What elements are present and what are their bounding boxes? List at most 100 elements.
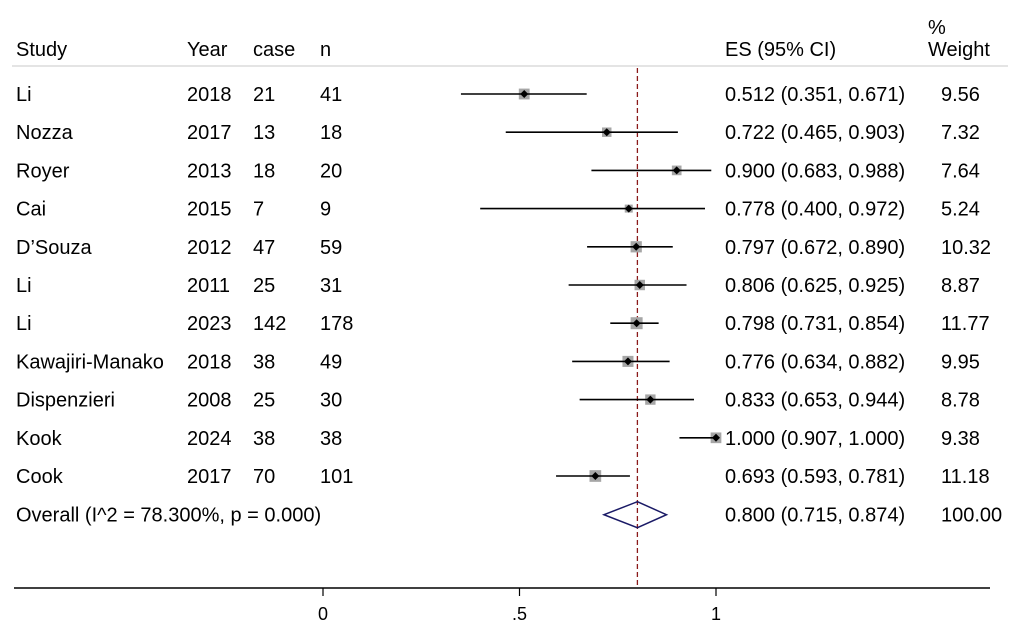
header-n: n <box>320 39 331 61</box>
study-case: 25 <box>253 275 275 297</box>
study-year: 2017 <box>187 466 232 488</box>
point-estimate <box>635 281 644 289</box>
study-case: 47 <box>253 237 275 259</box>
header-weight-percent: % <box>928 17 946 39</box>
study-weight: 8.78 <box>941 390 980 412</box>
point-estimate <box>632 319 641 328</box>
study-weight: 11.18 <box>941 466 990 488</box>
study-weight: 9.95 <box>941 351 980 373</box>
study-case: 38 <box>253 351 275 373</box>
study-name: Cook <box>16 466 64 488</box>
study-name: Kawajiri-Manako <box>16 351 164 373</box>
study-year: 2024 <box>187 428 232 450</box>
study-n: 18 <box>320 122 342 144</box>
study-weight: 7.32 <box>941 122 980 144</box>
point-estimate <box>602 128 611 137</box>
header-year: Year <box>187 39 228 61</box>
column-headers: Study Year case n ES (95% CI) % Weight <box>16 17 990 61</box>
point-estimate <box>623 357 632 366</box>
study-case: 38 <box>253 428 275 450</box>
study-year: 2012 <box>187 237 232 259</box>
study-case: 25 <box>253 390 275 412</box>
study-es-ci: 0.778 (0.400, 0.972) <box>725 199 905 221</box>
study-name: Li <box>16 275 32 297</box>
study-n: 178 <box>320 313 353 335</box>
study-weight: 9.56 <box>941 84 980 106</box>
x-axis: 0.5 1 <box>14 587 990 624</box>
study-row: Cook 2017 70 101 0.693 (0.593, 0.781) 11.18 <box>16 466 990 488</box>
study-year: 2018 <box>187 351 232 373</box>
study-row: D’Souza 2012 47 59 0.797 (0.672, 0.890) 10.32 <box>16 237 991 259</box>
overall-weight: 100.00 <box>941 505 1002 527</box>
overall-row: Overall (I^2 = 78.300%, p = 0.000) 0.800 … <box>16 500 1002 529</box>
study-row: Royer 2013 18 20 0.900 (0.683, 0.988) 7.64 <box>16 160 980 182</box>
study-n: 59 <box>320 237 342 259</box>
study-year: 2015 <box>187 199 232 221</box>
study-weight: 8.87 <box>941 275 980 297</box>
point-estimate <box>520 90 529 98</box>
study-year: 2018 <box>187 84 232 106</box>
study-es-ci: 0.693 (0.593, 0.781) <box>725 466 905 488</box>
study-year: 2017 <box>187 122 232 144</box>
point-estimate <box>646 395 655 404</box>
study-year: 2023 <box>187 313 232 335</box>
study-row: Dispenzieri 2008 25 30 0.833 (0.653, 0.944) 8… <box>16 390 980 412</box>
study-name: Li <box>16 313 32 335</box>
study-case: 7 <box>253 199 264 221</box>
study-case: 142 <box>253 313 286 335</box>
study-n: 41 <box>320 84 342 106</box>
study-weight: 7.64 <box>941 160 980 182</box>
point-estimate <box>712 433 720 442</box>
header-es: ES (95% CI) <box>725 39 836 61</box>
study-weight: 11.77 <box>941 313 990 335</box>
point-estimate <box>632 242 641 251</box>
study-weight: 10.32 <box>941 237 991 259</box>
study-es-ci: 0.776 (0.634, 0.882) <box>725 351 905 373</box>
study-n: 49 <box>320 351 342 373</box>
study-row: Li 2018 21 41 0.512 (0.351, 0.671) 9.56 <box>16 84 980 106</box>
study-case: 70 <box>253 466 275 488</box>
study-name: D’Souza <box>16 237 92 259</box>
overall-label: Overall (I^2 = 78.300%, p = 0.000) <box>16 505 321 527</box>
study-n: 9 <box>320 199 331 221</box>
study-n: 101 <box>320 466 353 488</box>
study-name: Cai <box>16 199 46 221</box>
point-estimate <box>672 166 681 175</box>
study-es-ci: 0.797 (0.672, 0.890) <box>725 237 905 259</box>
axis-tick-label: 0 <box>318 604 328 624</box>
study-es-ci: 0.798 (0.731, 0.854) <box>725 313 905 335</box>
overall-diamond <box>601 500 669 529</box>
study-es-ci: 0.833 (0.653, 0.944) <box>725 390 905 412</box>
study-n: 20 <box>320 160 342 182</box>
header-weight: Weight <box>928 39 990 61</box>
study-case: 13 <box>253 122 275 144</box>
study-es-ci: 0.806 (0.625, 0.925) <box>725 275 905 297</box>
study-name: Nozza <box>16 122 74 144</box>
study-es-ci: 0.722 (0.465, 0.903) <box>725 122 905 144</box>
study-case: 18 <box>253 160 275 182</box>
study-es-ci: 1.000 (0.907, 1.000) <box>725 428 905 450</box>
point-estimate <box>591 472 600 480</box>
study-weight: 5.24 <box>941 199 980 221</box>
axis-tick-label: .5 <box>512 604 527 624</box>
axis-tick-label: 1 <box>711 604 721 624</box>
study-year: 2011 <box>187 275 230 297</box>
study-year: 2013 <box>187 160 232 182</box>
study-name: Royer <box>16 160 70 182</box>
overall-es-ci: 0.800 (0.715, 0.874) <box>725 505 905 527</box>
header-case: case <box>253 39 295 61</box>
study-row: Kook 2024 38 38 1.000 (0.907, 1.000) 9.38 <box>16 428 980 450</box>
study-year: 2008 <box>187 390 232 412</box>
study-case: 21 <box>253 84 275 106</box>
study-row: Kawajiri-Manako 2018 38 49 0.776 (0.634, 0.8… <box>16 351 980 373</box>
study-es-ci: 0.900 (0.683, 0.988) <box>725 160 905 182</box>
study-n: 31 <box>320 275 342 297</box>
study-n: 30 <box>320 390 342 412</box>
study-n: 38 <box>320 428 342 450</box>
study-name: Li <box>16 84 32 106</box>
study-es-ci: 0.512 (0.351, 0.671) <box>725 84 905 106</box>
study-weight: 9.38 <box>941 428 980 450</box>
study-name: Kook <box>16 428 63 450</box>
